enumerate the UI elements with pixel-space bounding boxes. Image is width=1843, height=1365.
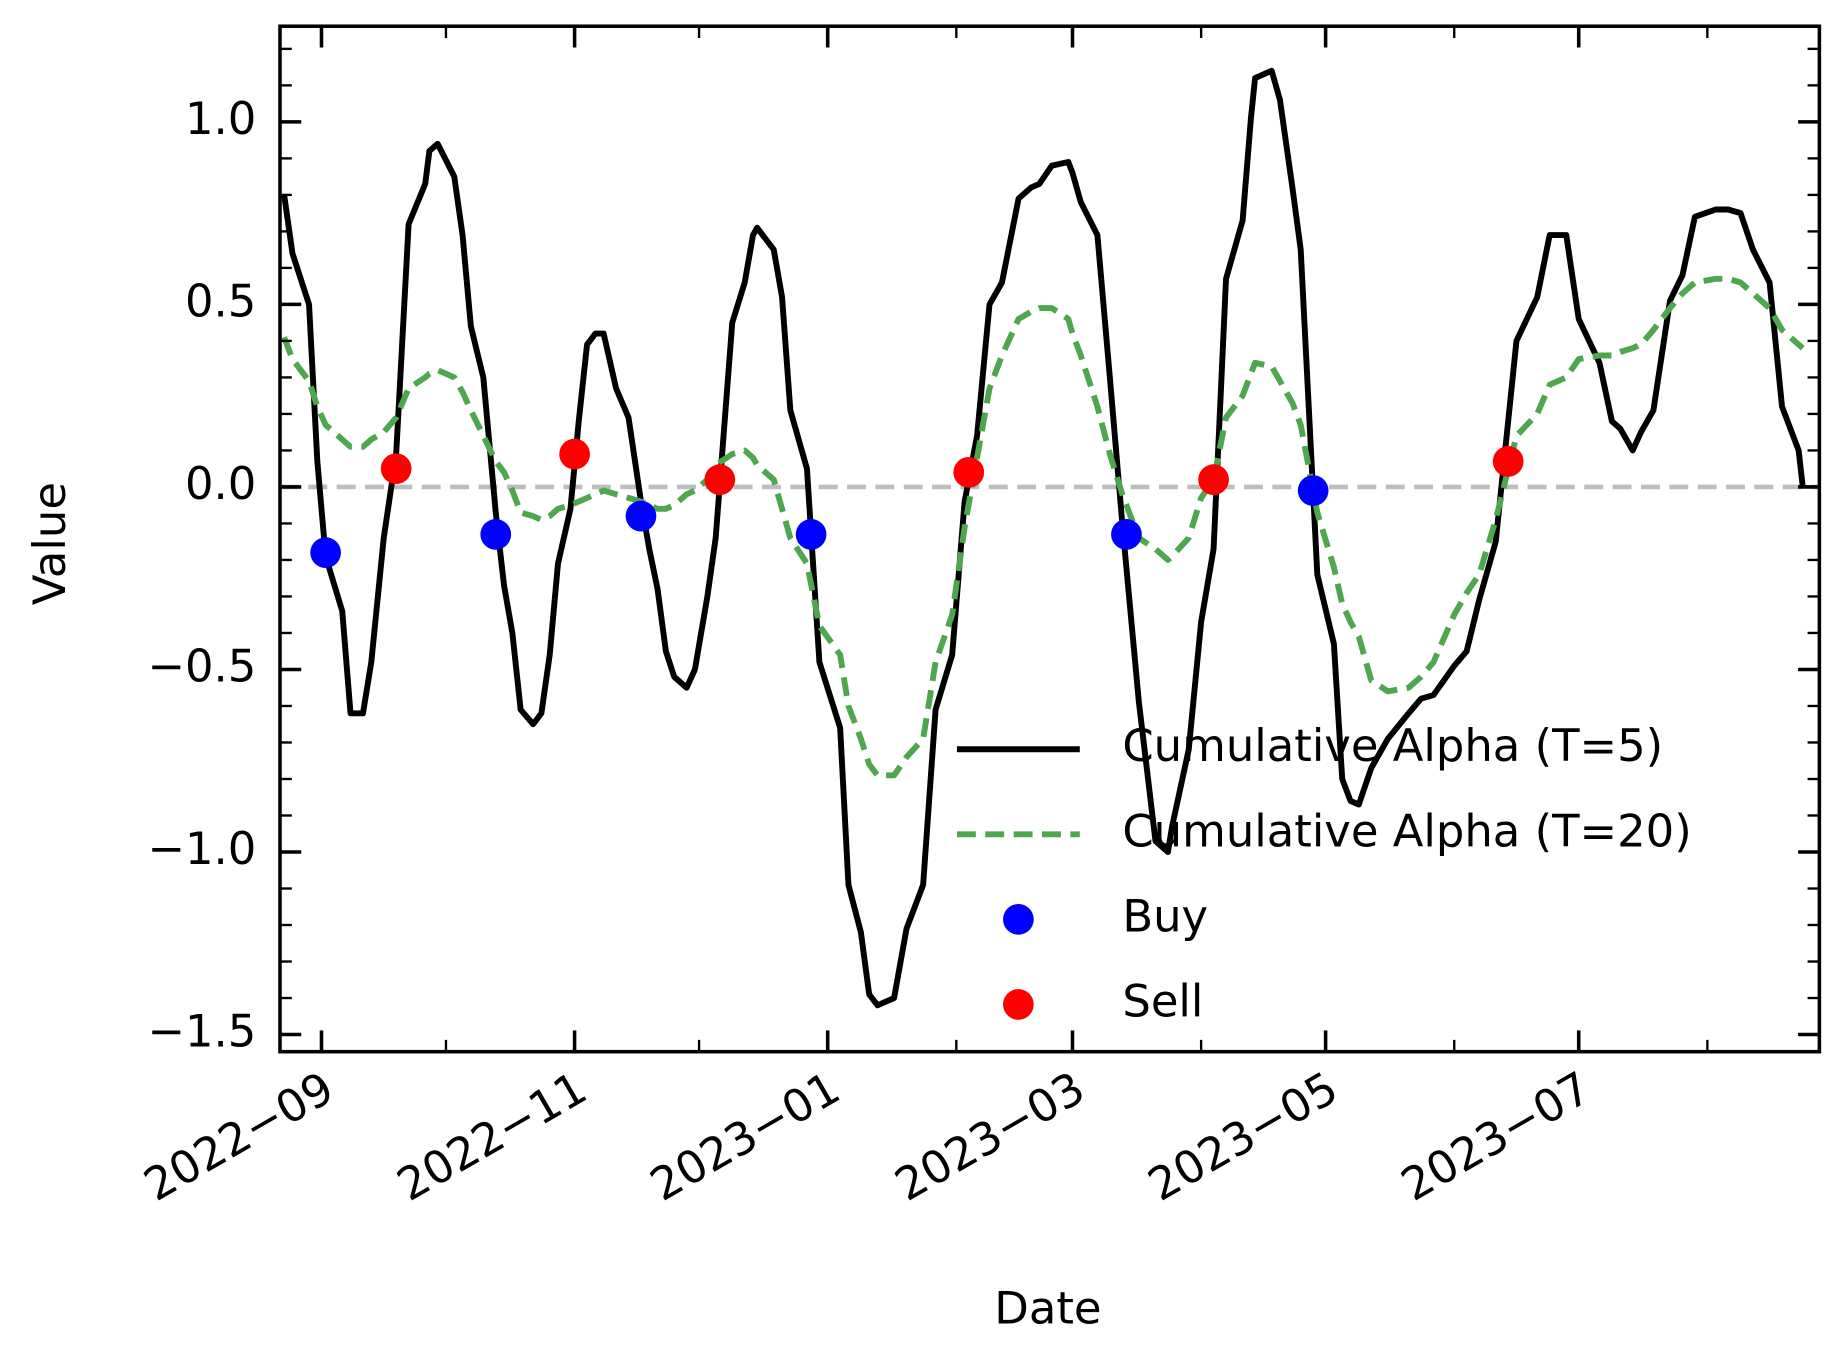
x-tick-label: 2023−07 [1392, 1061, 1599, 1211]
legend-marker [1003, 989, 1034, 1020]
y-tick-label: 1.0 [185, 92, 256, 145]
point [625, 500, 657, 532]
y-axis-label: Value [23, 482, 76, 605]
legend-marker [1003, 904, 1034, 935]
legend-label: Buy [1122, 889, 1208, 942]
point [1198, 464, 1229, 495]
legend: Cumulative Alpha (T=5) Cumulative Alpha (… [956, 719, 1692, 1027]
point [559, 438, 590, 470]
y-tick-label: −1.5 [147, 1005, 256, 1058]
x-tick-label: 2023−01 [641, 1061, 848, 1211]
legend-label: Sell [1122, 974, 1203, 1027]
x-tick-label: 2023−05 [1139, 1061, 1346, 1211]
point [480, 519, 512, 550]
legend-label: Cumulative Alpha (T=20) [1122, 804, 1691, 857]
point [310, 537, 341, 569]
x-tick-label: 2023−03 [886, 1061, 1093, 1211]
y-tick-label: −0.5 [147, 639, 256, 692]
line [281, 67, 1806, 1009]
point [704, 464, 736, 495]
point [1111, 519, 1142, 550]
line [281, 275, 1805, 779]
x-tick-label: 2022−09 [135, 1061, 342, 1211]
y-tick-label: 0.0 [185, 457, 256, 510]
y-tick-label: −1.0 [147, 822, 256, 875]
point [795, 519, 827, 550]
x-tick-label: 2022−11 [388, 1061, 595, 1211]
plot-frame [278, 24, 1822, 1054]
y-tick-label: 0.5 [185, 274, 256, 327]
legend-label: Cumulative Alpha (T=5) [1122, 719, 1663, 772]
point [953, 456, 985, 488]
point [1297, 475, 1329, 506]
x-axis-label: Date [994, 1282, 1101, 1335]
point [380, 453, 412, 485]
point [1492, 446, 1524, 477]
